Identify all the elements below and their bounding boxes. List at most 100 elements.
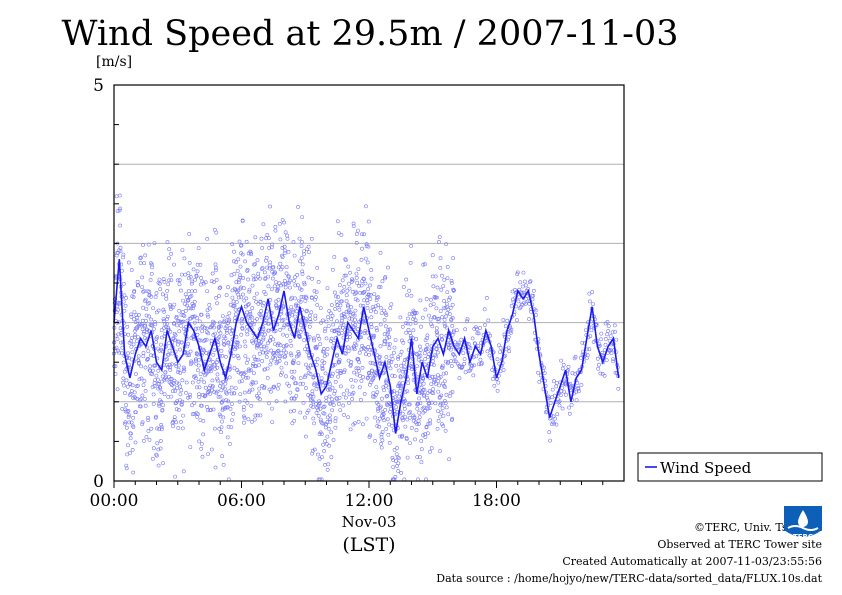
sample-point <box>516 299 521 304</box>
sample-point <box>345 345 350 350</box>
sample-point <box>178 371 183 375</box>
sample-point <box>306 275 311 280</box>
sample-point <box>611 357 616 362</box>
sample-point <box>372 292 377 297</box>
sample-point <box>219 348 224 353</box>
sample-point <box>416 418 421 423</box>
sample-point <box>385 336 390 341</box>
sample-point <box>138 256 143 261</box>
sample-point <box>201 281 206 286</box>
sample-point <box>174 314 179 319</box>
sample-point <box>140 275 145 280</box>
sample-point <box>347 331 352 336</box>
sample-point <box>161 403 166 408</box>
sample-point <box>297 351 301 356</box>
sample-point <box>318 401 322 406</box>
sample-point <box>193 374 198 379</box>
sample-point <box>415 406 420 411</box>
sample-point <box>216 394 221 399</box>
sample-point <box>269 245 274 250</box>
sample-point <box>141 383 146 388</box>
sample-point <box>253 277 258 282</box>
sample-point <box>365 301 370 305</box>
sample-point <box>576 389 581 394</box>
sample-point <box>393 459 398 464</box>
sample-point <box>231 411 236 416</box>
sample-point <box>410 336 415 340</box>
sample-point <box>368 283 372 288</box>
sample-point <box>496 343 501 348</box>
sample-point <box>313 295 318 300</box>
sample-point <box>162 309 167 314</box>
sample-point <box>286 274 291 279</box>
sample-point <box>194 361 199 366</box>
sample-point <box>198 372 203 377</box>
sample-point <box>384 378 389 383</box>
sample-point <box>291 240 296 244</box>
sample-point <box>452 288 456 293</box>
sample-point <box>161 307 166 312</box>
sample-point <box>294 381 298 386</box>
sample-point <box>417 455 422 460</box>
sample-point <box>151 446 156 451</box>
sample-point <box>304 317 309 322</box>
sample-point <box>122 308 127 313</box>
sample-point <box>139 255 143 260</box>
sample-point <box>211 280 216 284</box>
sample-point <box>134 313 139 318</box>
sample-point <box>342 413 347 417</box>
sample-point <box>156 377 160 382</box>
sample-point <box>378 305 383 310</box>
sample-point <box>368 292 373 297</box>
sample-point <box>322 329 327 334</box>
sample-point <box>203 280 208 285</box>
sample-point <box>293 314 298 319</box>
sample-point <box>420 373 425 378</box>
sample-point <box>249 315 254 320</box>
sample-point <box>214 278 219 282</box>
sample-point <box>439 410 444 415</box>
sample-point <box>357 350 362 355</box>
sample-point <box>208 408 213 412</box>
sample-point <box>426 421 431 426</box>
sample-point <box>413 437 417 442</box>
sample-point <box>350 321 355 326</box>
sample-point <box>299 239 304 244</box>
sample-point <box>421 392 426 397</box>
sample-point <box>293 283 298 288</box>
sample-point <box>289 353 294 358</box>
sample-point <box>406 316 410 321</box>
sample-point <box>115 209 120 214</box>
sample-point <box>390 423 395 428</box>
sample-point <box>332 255 337 259</box>
sample-point <box>385 417 390 422</box>
sample-point <box>449 281 454 285</box>
sample-point <box>158 446 163 451</box>
sample-point <box>130 350 135 355</box>
scatter-points <box>112 193 621 482</box>
sample-point <box>576 386 581 391</box>
sample-point <box>436 319 441 324</box>
sample-point <box>391 465 396 470</box>
sample-point <box>552 379 556 384</box>
sample-point <box>366 219 371 224</box>
sample-point <box>434 354 439 359</box>
sample-point <box>441 284 446 289</box>
sample-point <box>302 338 307 343</box>
sample-point <box>254 393 259 398</box>
sample-point <box>445 290 450 295</box>
sample-point <box>182 367 187 372</box>
sample-point <box>121 376 126 381</box>
sample-point <box>417 396 422 401</box>
sample-point <box>343 395 348 400</box>
sample-point <box>360 246 364 251</box>
sample-point <box>441 306 446 311</box>
sample-point <box>154 373 159 378</box>
sample-point <box>387 346 392 351</box>
sample-point <box>398 386 403 391</box>
sample-point <box>439 273 444 278</box>
sample-point <box>115 337 120 341</box>
sample-point <box>232 249 236 254</box>
sample-point <box>409 243 414 248</box>
sample-point <box>384 381 389 386</box>
